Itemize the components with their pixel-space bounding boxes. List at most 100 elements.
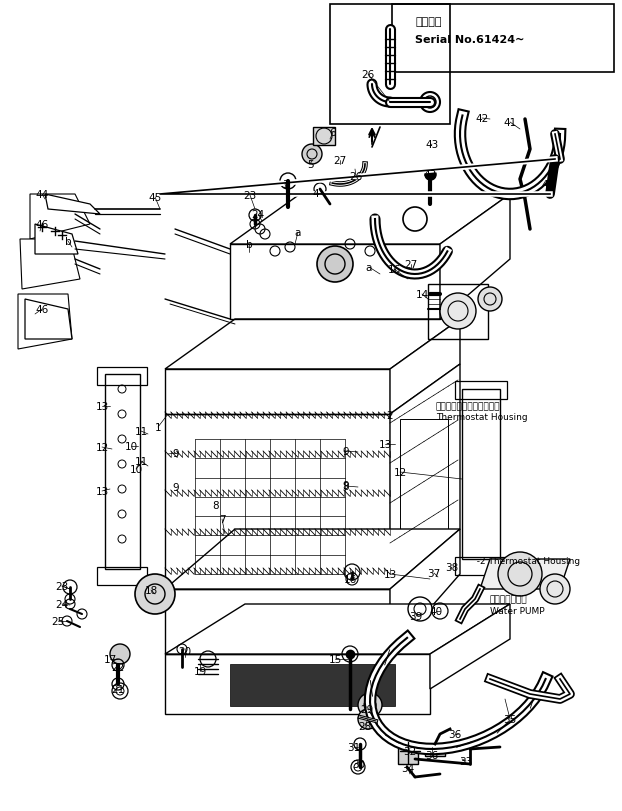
Circle shape	[358, 709, 378, 729]
Text: -2 Thermostat Housing: -2 Thermostat Housing	[471, 557, 580, 566]
Text: 13: 13	[383, 569, 397, 579]
Text: b: b	[65, 237, 72, 247]
Text: 20: 20	[179, 646, 192, 656]
Text: 6: 6	[330, 128, 337, 138]
Bar	[398, 744, 418, 764]
Polygon shape	[25, 299, 72, 340]
Text: 26: 26	[361, 70, 374, 80]
Text: 46: 46	[35, 305, 49, 315]
Text: Thermostat Housing: Thermostat Housing	[436, 413, 527, 422]
Bar	[165, 414, 390, 590]
Text: 26: 26	[350, 172, 363, 182]
Polygon shape	[20, 240, 80, 290]
Text: 11: 11	[134, 457, 147, 466]
Text: a: a	[295, 228, 301, 238]
Text: 15: 15	[328, 654, 341, 664]
Bar	[313, 128, 335, 146]
Text: 40: 40	[429, 607, 443, 616]
Bar	[392, 5, 614, 73]
Text: 39: 39	[409, 611, 422, 621]
Text: 42: 42	[475, 114, 489, 124]
Text: 31: 31	[347, 742, 361, 752]
Text: ウォータポンプ: ウォータポンプ	[490, 594, 527, 603]
Polygon shape	[230, 195, 510, 245]
Text: 9: 9	[173, 483, 179, 492]
Polygon shape	[30, 195, 90, 240]
Circle shape	[317, 247, 353, 283]
Text: 13: 13	[95, 401, 109, 411]
Text: Serial No.61424~: Serial No.61424~	[415, 35, 524, 45]
Bar	[455, 557, 507, 575]
Polygon shape	[430, 604, 510, 689]
Text: 9: 9	[343, 446, 350, 457]
Text: 42: 42	[541, 180, 555, 190]
Text: 17: 17	[103, 654, 117, 664]
Bar	[425, 744, 445, 756]
Polygon shape	[390, 530, 460, 654]
Circle shape	[540, 574, 570, 604]
Bar	[455, 381, 507, 400]
Text: 14: 14	[415, 290, 429, 299]
Text: 7: 7	[219, 514, 225, 525]
Text: 13: 13	[95, 487, 109, 496]
Text: 46: 46	[35, 220, 49, 230]
Text: 3: 3	[282, 180, 289, 190]
Text: 16: 16	[388, 264, 401, 275]
Text: 9: 9	[173, 448, 179, 458]
Text: 29: 29	[360, 704, 374, 714]
Text: 37: 37	[427, 569, 440, 578]
Bar	[97, 367, 147, 385]
Circle shape	[440, 294, 476, 329]
Text: 19: 19	[193, 666, 207, 676]
Text: 21: 21	[111, 684, 124, 694]
Text: 18: 18	[144, 586, 157, 595]
Text: 38: 38	[445, 562, 458, 573]
Circle shape	[302, 145, 322, 165]
Text: 27: 27	[404, 260, 417, 270]
Text: 9: 9	[343, 480, 350, 491]
Text: 1: 1	[155, 423, 161, 432]
Bar	[105, 375, 140, 569]
Bar	[400, 419, 448, 579]
Text: サーモスタットハウジング: サーモスタットハウジング	[436, 402, 501, 411]
Bar	[462, 389, 500, 560]
Text: 12: 12	[95, 443, 109, 453]
Bar	[97, 568, 147, 586]
Text: 10: 10	[124, 441, 137, 452]
Text: a: a	[366, 263, 372, 272]
Text: 41: 41	[503, 118, 517, 128]
Text: 24: 24	[55, 599, 68, 609]
Text: 27: 27	[333, 156, 346, 165]
Text: 23: 23	[55, 581, 68, 591]
Text: 22: 22	[111, 663, 124, 672]
Text: 28: 28	[358, 721, 371, 731]
Text: 35: 35	[503, 714, 517, 724]
Circle shape	[358, 693, 382, 717]
Text: 45: 45	[149, 193, 162, 203]
Text: 32: 32	[404, 746, 417, 756]
Polygon shape	[165, 320, 460, 370]
Bar	[165, 654, 430, 714]
Bar	[428, 285, 488, 340]
Text: Water PUMP: Water PUMP	[490, 607, 545, 616]
Text: 33: 33	[460, 756, 473, 766]
Text: b: b	[246, 240, 253, 250]
Bar	[230, 245, 440, 320]
Text: 11: 11	[134, 427, 147, 436]
Polygon shape	[165, 530, 460, 590]
Text: 25: 25	[52, 616, 65, 626]
Text: 12: 12	[393, 467, 407, 478]
Polygon shape	[480, 560, 570, 590]
Polygon shape	[440, 195, 510, 320]
Text: 34: 34	[401, 763, 415, 773]
Text: 2: 2	[387, 410, 393, 420]
Text: 16: 16	[343, 574, 356, 584]
Polygon shape	[35, 225, 78, 255]
Polygon shape	[390, 365, 460, 590]
Text: 24: 24	[251, 210, 264, 220]
Text: 36: 36	[448, 729, 462, 739]
Text: 43: 43	[425, 139, 439, 150]
Text: 5: 5	[307, 160, 313, 169]
Polygon shape	[390, 320, 460, 414]
Bar	[165, 370, 390, 414]
